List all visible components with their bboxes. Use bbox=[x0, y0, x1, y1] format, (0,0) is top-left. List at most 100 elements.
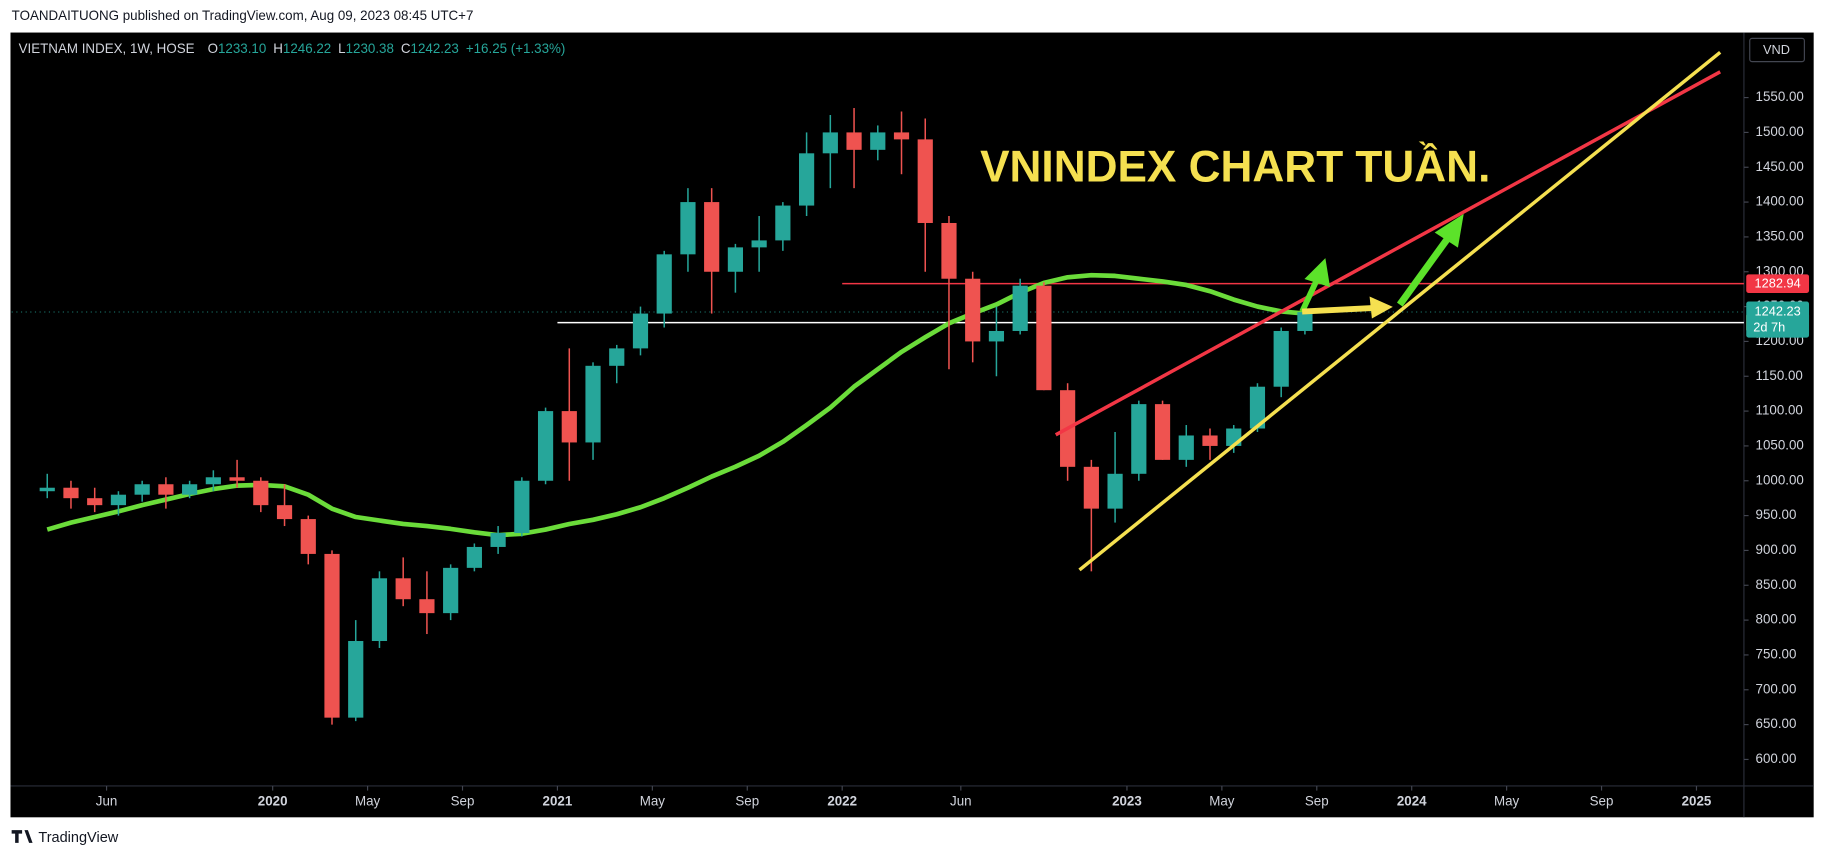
candle-body bbox=[609, 348, 625, 366]
candle-body bbox=[276, 505, 293, 520]
legend-key: H bbox=[273, 40, 283, 55]
candle-body bbox=[324, 553, 340, 718]
footer-logo: TradingView bbox=[11, 830, 119, 846]
candle-body bbox=[1012, 285, 1028, 331]
candle-body bbox=[870, 132, 886, 150]
candle-body bbox=[846, 132, 862, 150]
y-tick-label: 1050.00 bbox=[1756, 437, 1804, 452]
currency[interactable]: VND bbox=[1763, 42, 1790, 57]
candle-body bbox=[988, 330, 1005, 342]
candle-body bbox=[1297, 312, 1313, 331]
candle-body bbox=[395, 578, 411, 600]
x-tick-label: Jun bbox=[950, 794, 972, 809]
legend-value: 1242.23 bbox=[411, 40, 459, 55]
last-price-label: 1242.23 bbox=[1755, 303, 1801, 318]
y-tick-label: 950.00 bbox=[1756, 507, 1797, 522]
candle-body bbox=[561, 411, 577, 443]
x-tick-label: Sep bbox=[1305, 794, 1329, 809]
x-tick-label: 2023 bbox=[1112, 794, 1142, 809]
trend-line bbox=[1054, 70, 1722, 437]
x-tick-label: 2025 bbox=[1682, 794, 1712, 809]
countdown-label: 2d 7h bbox=[1753, 320, 1785, 335]
x-tick-label: 2021 bbox=[543, 794, 573, 809]
candle-body bbox=[1036, 285, 1052, 391]
candle-body bbox=[1107, 473, 1123, 509]
arrows bbox=[1299, 213, 1464, 319]
legend-value: 1246.22 bbox=[283, 40, 331, 55]
candle-body bbox=[490, 533, 506, 547]
candle-body bbox=[727, 247, 743, 272]
candle-body bbox=[799, 153, 815, 206]
y-tick-label: 600.00 bbox=[1756, 751, 1797, 766]
candle-body bbox=[39, 487, 55, 492]
candle-body bbox=[656, 254, 672, 314]
price-box-label: 1282.94 bbox=[1755, 276, 1801, 291]
candle-body bbox=[300, 519, 316, 554]
candle-body bbox=[917, 139, 933, 223]
currency-box[interactable] bbox=[1749, 37, 1805, 63]
candle-body bbox=[443, 567, 459, 614]
candle-body bbox=[466, 546, 482, 568]
y-tick-label: 1350.00 bbox=[1756, 228, 1804, 243]
candle-body bbox=[822, 132, 838, 154]
candle-body bbox=[1178, 435, 1194, 460]
price-box bbox=[1746, 274, 1810, 293]
candle-body bbox=[419, 599, 435, 614]
y-tick-label: 700.00 bbox=[1756, 681, 1797, 696]
candle-body bbox=[253, 480, 269, 506]
trend-line bbox=[1078, 50, 1722, 572]
annotation: VNINDEX CHART TUẦN. bbox=[980, 141, 1490, 191]
y-tick-label: 1500.00 bbox=[1756, 124, 1804, 139]
footer: TradingView bbox=[38, 830, 118, 846]
y-tick-label: 850.00 bbox=[1756, 577, 1797, 592]
price-axis: 600.00 650.00 700.00 750.00 800.00 850.00 900.… bbox=[96, 89, 1810, 809]
y-tick-label: 1000.00 bbox=[1756, 472, 1804, 487]
x-tick-label: May bbox=[355, 794, 381, 809]
candle-body bbox=[704, 202, 720, 272]
arrow-shaft bbox=[1396, 235, 1452, 307]
legend-value: 1233.10 bbox=[218, 40, 266, 55]
x-tick-label: Sep bbox=[451, 794, 475, 809]
candle-body bbox=[1083, 466, 1099, 509]
candle-body bbox=[1202, 435, 1218, 446]
y-tick-label: 1550.00 bbox=[1756, 89, 1804, 104]
candle-body bbox=[514, 480, 530, 534]
legend-key: O bbox=[208, 40, 218, 55]
x-tick-label: Sep bbox=[735, 794, 759, 809]
arrow-head bbox=[1434, 213, 1464, 248]
candle-body bbox=[751, 240, 767, 248]
candle-body bbox=[775, 205, 791, 241]
candle-body bbox=[134, 484, 150, 495]
y-tick-label: 650.00 bbox=[1756, 716, 1797, 731]
x-tick-label: May bbox=[640, 794, 666, 809]
x-tick-label: Sep bbox=[1590, 794, 1614, 809]
x-tick-label: May bbox=[1494, 794, 1520, 809]
last-price-box bbox=[1746, 301, 1810, 338]
candle-body bbox=[348, 641, 364, 718]
candle-body bbox=[680, 202, 696, 255]
candle-body bbox=[941, 222, 957, 279]
arrow-shaft bbox=[1301, 305, 1373, 315]
y-tick-label: 750.00 bbox=[1756, 646, 1797, 661]
candle-body bbox=[1249, 386, 1266, 429]
x-tick-label: 2024 bbox=[1397, 794, 1427, 809]
legend: VIETNAM INDEX, 1W, HOSE O1233.10 H1246.22… bbox=[19, 40, 566, 55]
candle-body bbox=[1154, 404, 1171, 460]
candle-body bbox=[1131, 404, 1147, 474]
candle-body bbox=[585, 365, 601, 443]
candle-body bbox=[229, 477, 245, 481]
arrow-head bbox=[1369, 296, 1393, 319]
candle-body bbox=[63, 487, 79, 499]
arrow-head bbox=[1304, 258, 1331, 288]
x-tick-label: May bbox=[1209, 794, 1235, 809]
chart-background bbox=[10, 32, 1814, 818]
y-tick-label: 1100.00 bbox=[1756, 403, 1803, 418]
logo-icon bbox=[11, 830, 33, 843]
candle-body bbox=[110, 494, 127, 506]
candle-body bbox=[205, 477, 221, 485]
candle-body bbox=[87, 498, 103, 506]
plot bbox=[11, 50, 1744, 725]
y-tick-label: 800.00 bbox=[1756, 612, 1797, 627]
candle-body bbox=[965, 278, 981, 342]
y-tick-label: 900.00 bbox=[1756, 542, 1797, 557]
